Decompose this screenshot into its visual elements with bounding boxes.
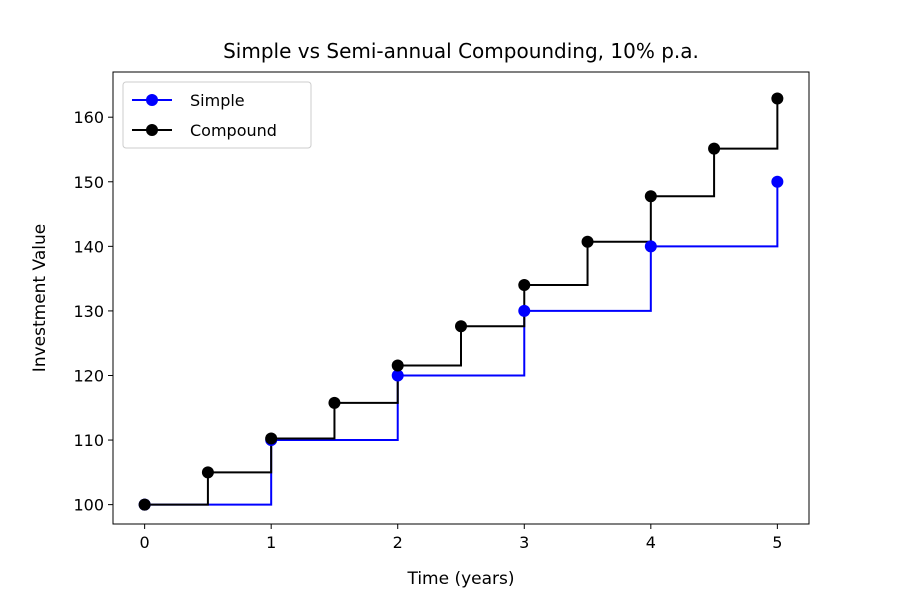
legend: Simple Compound: [122, 81, 312, 149]
x-axis-label: Time (years): [406, 569, 514, 589]
x-tick-label: 5: [772, 533, 782, 552]
y-tick-label: 160: [73, 108, 104, 127]
y-tick-label: 150: [73, 173, 104, 192]
legend-item-compound: Compound: [132, 121, 277, 140]
data-point-compound: [771, 92, 784, 105]
chart-title: Simple vs Semi-annual Compounding, 10% p…: [223, 39, 699, 63]
legend-marker: [146, 124, 158, 136]
y-tick-label: 140: [73, 237, 104, 256]
data-point-compound: [518, 279, 531, 292]
data-point-compound: [455, 320, 467, 333]
y-tick-label: 110: [73, 431, 104, 450]
legend-marker: [146, 94, 158, 106]
data-point-simple: [644, 240, 657, 253]
legend-box: [122, 81, 312, 149]
data-point-compound: [265, 432, 278, 445]
data-point-compound: [581, 235, 594, 248]
axes-frame: [112, 71, 810, 525]
data-point-compound: [201, 466, 214, 479]
x-tick-label: 2: [393, 533, 403, 552]
x-tick-label: 3: [519, 533, 529, 552]
y-axis-label: Investment Value: [30, 224, 50, 372]
data-point-compound: [708, 142, 721, 155]
x-tick-label: 0: [140, 533, 150, 552]
x-tick-label: 4: [646, 533, 656, 552]
data-point-compound: [328, 396, 341, 409]
x-tick-label: 1: [266, 533, 276, 552]
y-tick-label: 130: [73, 302, 104, 321]
plot-area: 0 1 2 3 4 5 100 110 120 130 140 150 160 Simple Compoun…: [73, 71, 810, 552]
y-tick-label: 100: [73, 496, 104, 515]
data-point-compound: [391, 359, 404, 372]
data-point-compound: [138, 498, 151, 511]
data-point-simple: [518, 304, 531, 317]
legend-label: Simple: [190, 91, 245, 110]
legend-item-simple: Simple: [132, 91, 245, 110]
data-point-simple: [771, 175, 784, 188]
data-point-simple: [391, 369, 404, 382]
y-tick-label: 120: [73, 366, 104, 385]
data-point-compound: [644, 190, 657, 203]
legend-label: Compound: [190, 121, 277, 140]
